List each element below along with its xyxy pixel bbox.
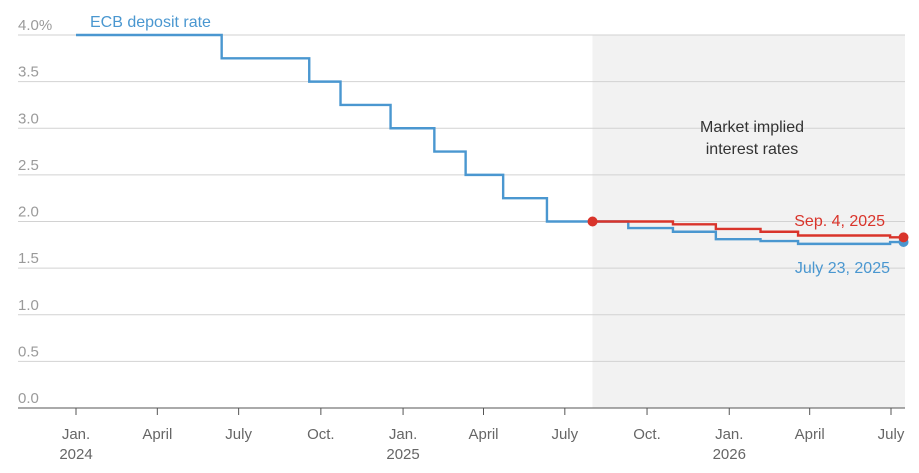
- x-tick-label: Oct.: [307, 426, 335, 443]
- x-tick-label: Jan.: [715, 426, 743, 443]
- x-tick-label: April: [795, 426, 825, 443]
- x-tick-year: 2026: [713, 446, 746, 463]
- x-tick-label: July: [551, 426, 578, 443]
- x-tick-label: July: [225, 426, 252, 443]
- x-tick-label: July: [878, 426, 905, 443]
- y-tick-label: 0.0: [18, 390, 39, 407]
- shaded-region-label-line-1: Market implied: [700, 119, 804, 136]
- x-tick-label: Jan.: [62, 426, 90, 443]
- x-tick-label: Jan.: [389, 426, 417, 443]
- series-label-ecb-deposit-rate: ECB deposit rate: [90, 14, 211, 31]
- series-label-sep-4-2025: Sep. 4, 2025: [794, 213, 885, 230]
- y-tick-label: 0.5: [18, 343, 39, 360]
- ecb-label-background: [84, 10, 216, 32]
- y-tick-label: 2.0: [18, 204, 39, 221]
- y-tick-label: 4.0%: [18, 17, 52, 34]
- series-line-ecb-deposit-rate: [76, 33, 593, 223]
- y-tick-label: 1.0: [18, 297, 39, 314]
- y-tick-label: 2.5: [18, 157, 39, 174]
- x-tick-label: April: [468, 426, 498, 443]
- y-tick-label: 3.0: [18, 110, 39, 127]
- x-axis-ticks: Jan. 2024 April July Oct. Jan. 2025 April July Oc…: [59, 408, 905, 463]
- shaded-region-label-line-2: interest rates: [706, 141, 798, 158]
- series-end-marker-sep-4-2025: [898, 232, 909, 243]
- series-label-july-23-2025: July 23, 2025: [795, 260, 890, 277]
- y-tick-label: 3.5: [18, 64, 39, 81]
- x-tick-year: 2025: [386, 446, 419, 463]
- x-tick-label: Oct.: [633, 426, 661, 443]
- x-tick-year: 2024: [59, 446, 92, 463]
- y-tick-label: 1.5: [18, 250, 39, 267]
- series-line-sep-4-2025: [592, 220, 904, 239]
- series-line-july-23-2025: [592, 220, 904, 246]
- series-start-marker-sep-4-2025: [587, 216, 598, 227]
- x-tick-label: April: [142, 426, 172, 443]
- y-axis-tick-labels: 4.0% 3.5 3.0 2.5 2.0 1.5 1.0 0.5 0.0: [18, 17, 52, 407]
- annotations: ECB deposit rate Sep. 4, 2025 July 23, 2…: [84, 10, 890, 277]
- series-lines: [76, 33, 909, 248]
